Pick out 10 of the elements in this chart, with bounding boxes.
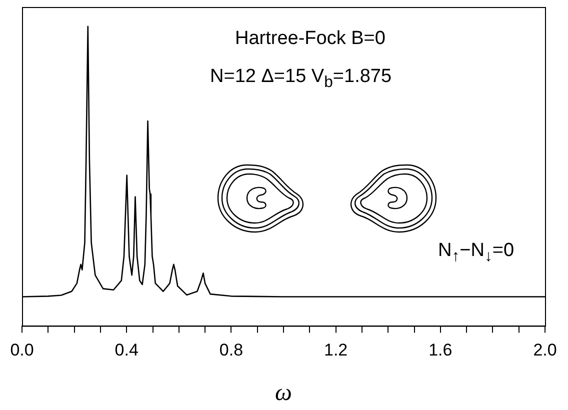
annotation: N$_{↑}$−N$_{↓}$=0 [438, 240, 514, 266]
x-tick-label: 0.8 [219, 340, 244, 360]
x-tick-label: 0.0 [10, 340, 34, 360]
x-tick-label: 2.0 [533, 340, 557, 360]
annotation: Hartree-Fock B=0 [235, 28, 386, 50]
annotation: N=12 Δ=15 V$_{b}$=1.875 [210, 66, 392, 92]
x-tick-label: 1.6 [428, 340, 452, 360]
x-tick-label: 1.2 [324, 340, 348, 360]
x-tick-label: 0.4 [114, 340, 138, 360]
x-axis-title: ω [275, 380, 292, 406]
